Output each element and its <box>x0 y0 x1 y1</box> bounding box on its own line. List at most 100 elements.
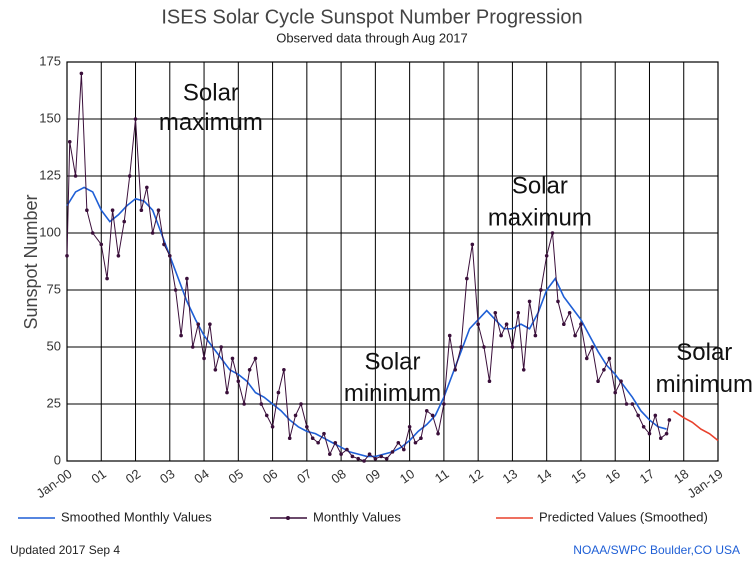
data-point <box>316 440 320 445</box>
data-point <box>390 450 395 454</box>
x-tick-label: Jan-00 <box>34 466 75 501</box>
y-tick-label: 75 <box>47 281 61 296</box>
data-point <box>105 276 109 281</box>
data-point <box>447 333 452 338</box>
data-point <box>299 402 303 406</box>
data-point <box>247 368 252 372</box>
data-point <box>413 440 418 445</box>
data-point <box>499 333 503 338</box>
data-point <box>619 379 623 384</box>
x-tick-label: 09 <box>363 466 383 487</box>
data-point <box>602 368 606 372</box>
data-point <box>310 436 315 441</box>
data-point <box>236 379 241 384</box>
data-point <box>85 208 89 212</box>
data-point <box>556 299 560 304</box>
legend-label: Monthly Values <box>313 509 401 524</box>
data-point <box>436 431 440 436</box>
y-tick-label: 50 <box>47 338 61 353</box>
x-tick-label: 16 <box>602 466 622 487</box>
data-point <box>636 413 640 418</box>
x-tick-label: 13 <box>500 466 520 487</box>
data-point <box>459 345 463 349</box>
data-point <box>510 345 515 349</box>
y-tick-label: 25 <box>47 395 61 410</box>
data-point <box>270 425 275 429</box>
data-point <box>208 322 212 327</box>
data-point <box>73 174 78 178</box>
data-point <box>65 254 69 258</box>
data-point <box>167 254 172 258</box>
data-point <box>190 345 195 349</box>
annotation: Solar <box>364 348 420 375</box>
data-point <box>667 418 672 422</box>
x-tick-label: 11 <box>432 466 452 486</box>
data-point <box>521 368 526 372</box>
data-point <box>379 454 383 459</box>
data-point <box>658 436 663 441</box>
chart-subtitle: Observed data through Aug 2017 <box>276 30 468 45</box>
data-point <box>225 390 229 395</box>
data-point <box>641 425 646 429</box>
data-point <box>333 440 338 445</box>
footer-right: NOAA/SWPC Boulder,CO USA <box>573 543 740 557</box>
data-point <box>145 185 149 190</box>
data-point <box>590 345 595 349</box>
data-point <box>544 254 549 258</box>
data-point <box>116 254 121 258</box>
data-point <box>664 431 669 436</box>
x-tick-label: 12 <box>465 466 485 487</box>
data-point <box>327 452 332 456</box>
series-line <box>66 186 667 458</box>
data-point <box>110 208 115 212</box>
data-point <box>213 368 218 372</box>
annotation: maximum <box>159 109 263 136</box>
data-point <box>573 333 577 338</box>
data-point <box>202 356 206 361</box>
legend-label: Predicted Values (Smoothed) <box>539 509 708 524</box>
data-point <box>373 456 378 461</box>
data-point <box>287 436 292 441</box>
y-tick-label: 175 <box>39 53 61 68</box>
data-point <box>122 219 127 224</box>
data-point <box>179 333 183 338</box>
data-point <box>647 431 652 436</box>
data-point <box>476 322 480 327</box>
data-point <box>293 413 298 418</box>
data-point <box>539 288 543 292</box>
data-point <box>79 71 84 76</box>
data-point <box>516 311 521 315</box>
data-point <box>407 425 412 429</box>
data-point <box>419 436 423 441</box>
x-tick-label: 18 <box>671 466 691 487</box>
data-point <box>264 413 269 418</box>
data-point <box>630 402 635 406</box>
data-point <box>579 322 583 327</box>
data-point <box>150 231 155 235</box>
data-point <box>596 379 600 384</box>
y-axis-label: Sunspot Number <box>21 194 41 329</box>
data-point <box>350 454 355 459</box>
annotation: maximum <box>488 205 592 232</box>
x-tick-label: 17 <box>637 466 657 487</box>
data-point <box>219 345 223 349</box>
data-point <box>384 456 389 461</box>
data-point <box>99 242 104 247</box>
data-point <box>453 368 458 372</box>
y-tick-label: 100 <box>39 224 61 239</box>
data-point <box>67 140 72 144</box>
data-point <box>482 345 486 349</box>
x-tick-label: 01 <box>88 466 108 487</box>
data-point <box>442 402 446 406</box>
x-tick-label: 07 <box>294 466 314 487</box>
data-point <box>276 390 281 395</box>
annotation: Solar <box>512 173 568 200</box>
data-point <box>305 425 309 429</box>
data-point <box>345 447 349 452</box>
plot-frame <box>66 61 719 462</box>
y-tick-label: 150 <box>39 110 61 125</box>
data-point <box>156 208 161 212</box>
x-tick-label: 10 <box>397 466 417 487</box>
data-point <box>230 356 235 361</box>
data-point <box>653 413 658 418</box>
